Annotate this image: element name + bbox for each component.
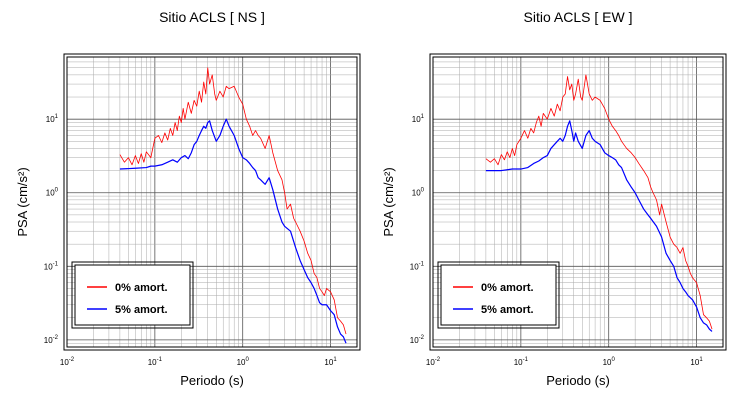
- x-tick-label: 100: [237, 357, 250, 367]
- series-line-damped: [485, 120, 713, 332]
- legend-box: [440, 264, 557, 326]
- series-line-damped: [119, 118, 347, 344]
- y-tick-label: 10-1: [410, 261, 425, 271]
- plot-frame: [432, 56, 724, 348]
- legend-label: 5% amort.: [115, 304, 168, 316]
- x-tick-label: 100: [603, 357, 616, 367]
- series-line-undamped: [119, 67, 347, 335]
- y-tick-label: 10-2: [410, 335, 425, 345]
- x-tick-label: 10-1: [514, 357, 529, 367]
- x-tick-label: 10-1: [148, 357, 163, 367]
- legend-box: [74, 264, 191, 326]
- plot-frame-outer: [63, 53, 361, 351]
- legend-label: 0% amort.: [115, 282, 168, 294]
- x-axis-label: Periodo (s): [546, 373, 610, 388]
- plot-frame-outer: [429, 53, 727, 351]
- chart-title: Sitio ACLS [ NS ]: [159, 9, 265, 25]
- y-tick-label: 100: [412, 188, 425, 198]
- x-tick-label: 101: [690, 357, 703, 367]
- x-tick-label: 101: [324, 357, 337, 367]
- chart-panel-1: 10-2 10-1 100 101 10-2 10-1 100 101 Sitio ACLS […: [15, 9, 361, 388]
- plot-frame: [66, 56, 358, 348]
- y-tick-label: 101: [412, 114, 425, 124]
- y-tick-label: 10-2: [44, 335, 59, 345]
- chart-panel-2: 10-2 10-1 100 101 10-2 10-1 100 101 Sitio ACLS […: [381, 9, 727, 388]
- legend: 0% amort. 5% amort.: [437, 261, 560, 329]
- x-tick-label: 10-2: [426, 357, 441, 367]
- y-axis-label: PSA (cm/s²): [15, 167, 30, 236]
- x-axis-label: Periodo (s): [180, 373, 244, 388]
- y-tick-label: 101: [46, 114, 59, 124]
- legend-label: 5% amort.: [481, 304, 534, 316]
- series-line-undamped: [485, 74, 713, 330]
- legend: 0% amort. 5% amort.: [71, 261, 194, 329]
- y-axis-label: PSA (cm/s²): [381, 167, 396, 236]
- y-tick-label: 100: [46, 188, 59, 198]
- legend-frame-outer: [71, 261, 194, 329]
- legend-frame-outer: [437, 261, 560, 329]
- y-tick-label: 10-1: [44, 261, 59, 271]
- legend-label: 0% amort.: [481, 282, 534, 294]
- x-tick-label: 10-2: [60, 357, 75, 367]
- chart-title: Sitio ACLS [ EW ]: [524, 9, 633, 25]
